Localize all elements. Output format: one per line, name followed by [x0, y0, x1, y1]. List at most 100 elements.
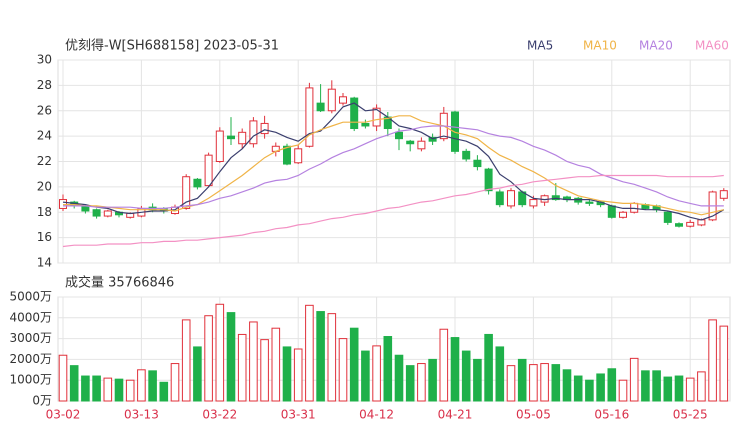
x-tick-label: 03-02	[46, 408, 81, 422]
y-tick-label: 5000万	[9, 290, 52, 304]
y-tick-label: 14	[37, 256, 52, 270]
x-tick-label: 05-25	[673, 408, 708, 422]
volume-bar	[69, 365, 79, 402]
candle-body	[238, 131, 247, 145]
candle-body	[182, 176, 191, 209]
volume-bar	[170, 363, 180, 402]
y-tick-label: 28	[37, 78, 52, 92]
volume-bar	[125, 379, 135, 402]
volume-bar	[226, 312, 236, 402]
y-tick-label: 30	[37, 53, 52, 67]
candle-body	[462, 150, 471, 160]
candle-body	[417, 140, 426, 150]
volume-bar	[137, 369, 146, 402]
volume-bar	[249, 321, 258, 402]
volume-bar	[473, 358, 482, 402]
candle-body	[619, 211, 627, 218]
volume-bar	[305, 304, 314, 402]
candle-body	[249, 120, 258, 145]
volume-bar	[674, 375, 684, 402]
ma-line	[62, 174, 724, 248]
candle-body	[719, 190, 728, 199]
volume-bar	[237, 333, 247, 402]
candle-body	[507, 190, 515, 207]
candle-body	[484, 168, 493, 192]
x-tick-label: 04-12	[359, 408, 394, 422]
y-tick-label: 24	[37, 129, 52, 143]
volume-bar	[573, 375, 583, 402]
volume-bar	[417, 363, 426, 402]
volume-bar	[58, 354, 68, 402]
volume-bar	[327, 313, 337, 402]
candle-body	[585, 201, 594, 204]
y-tick-label: 0万	[32, 394, 52, 408]
y-tick-label: 20	[37, 179, 52, 193]
candle-body	[260, 122, 269, 135]
x-tick-label: 03-31	[281, 408, 316, 422]
volume-bar	[607, 368, 617, 402]
candle-body	[686, 221, 695, 227]
candle-body	[103, 210, 112, 217]
volume-bar	[484, 333, 493, 402]
volume-bar	[596, 373, 605, 402]
y-tick-label: 18	[37, 205, 52, 219]
volume-bar	[506, 365, 516, 402]
volume-bar	[260, 339, 269, 402]
volume-bar	[316, 311, 325, 402]
candle-body	[283, 145, 291, 165]
volume-bar	[204, 315, 213, 402]
volume-bar	[215, 303, 225, 402]
candle-body	[529, 199, 538, 207]
candle-body	[227, 135, 235, 140]
volume-bar	[439, 328, 449, 402]
volume-bar	[461, 350, 471, 402]
legend-label: MA5	[527, 39, 553, 53]
volume-bar	[394, 354, 404, 402]
volume-bar	[663, 376, 673, 402]
y-tick-label: 3000万	[9, 331, 52, 345]
volume-bar	[450, 337, 460, 402]
volume-bar	[618, 379, 628, 402]
candle-body	[327, 88, 336, 112]
volume-bar	[495, 346, 505, 402]
volume-bar	[697, 371, 706, 402]
candle-body	[551, 195, 560, 201]
candle-body	[395, 131, 403, 140]
volume-bar	[585, 379, 594, 402]
volume-bar	[114, 378, 124, 402]
candle-body	[361, 122, 370, 127]
volume-bar	[405, 365, 415, 402]
candle-body	[215, 130, 224, 163]
legend-label: MA20	[639, 39, 673, 53]
volume-bar	[529, 364, 538, 402]
y-tick-label: 4000万	[9, 310, 52, 324]
candle-body	[406, 140, 415, 145]
volume-bar	[349, 327, 359, 402]
volume-bar	[159, 381, 169, 402]
volume-bar	[103, 377, 113, 402]
candle-body	[473, 159, 482, 168]
ma-line	[63, 125, 724, 209]
candle-body	[339, 96, 347, 104]
volume-bar	[181, 319, 191, 402]
x-tick-label: 04-21	[438, 408, 473, 422]
ma-line	[62, 102, 725, 221]
candle-body	[495, 191, 504, 206]
candle-body	[294, 148, 303, 164]
volume-bar	[372, 345, 381, 402]
candle-body	[204, 154, 213, 187]
candle-body	[372, 107, 381, 127]
candle-body	[675, 223, 683, 227]
volume-bar	[652, 370, 661, 402]
candle-body	[663, 211, 672, 223]
volume-bar	[92, 375, 101, 402]
volume-bar	[562, 369, 572, 402]
y-tick-label: 2000万	[9, 352, 52, 366]
candle-body	[350, 97, 359, 130]
candle-body	[92, 209, 101, 217]
plot-frame	[57, 296, 731, 402]
x-tick-label: 03-13	[124, 408, 159, 422]
volume-bar	[708, 319, 717, 402]
volume-bar	[148, 370, 157, 402]
